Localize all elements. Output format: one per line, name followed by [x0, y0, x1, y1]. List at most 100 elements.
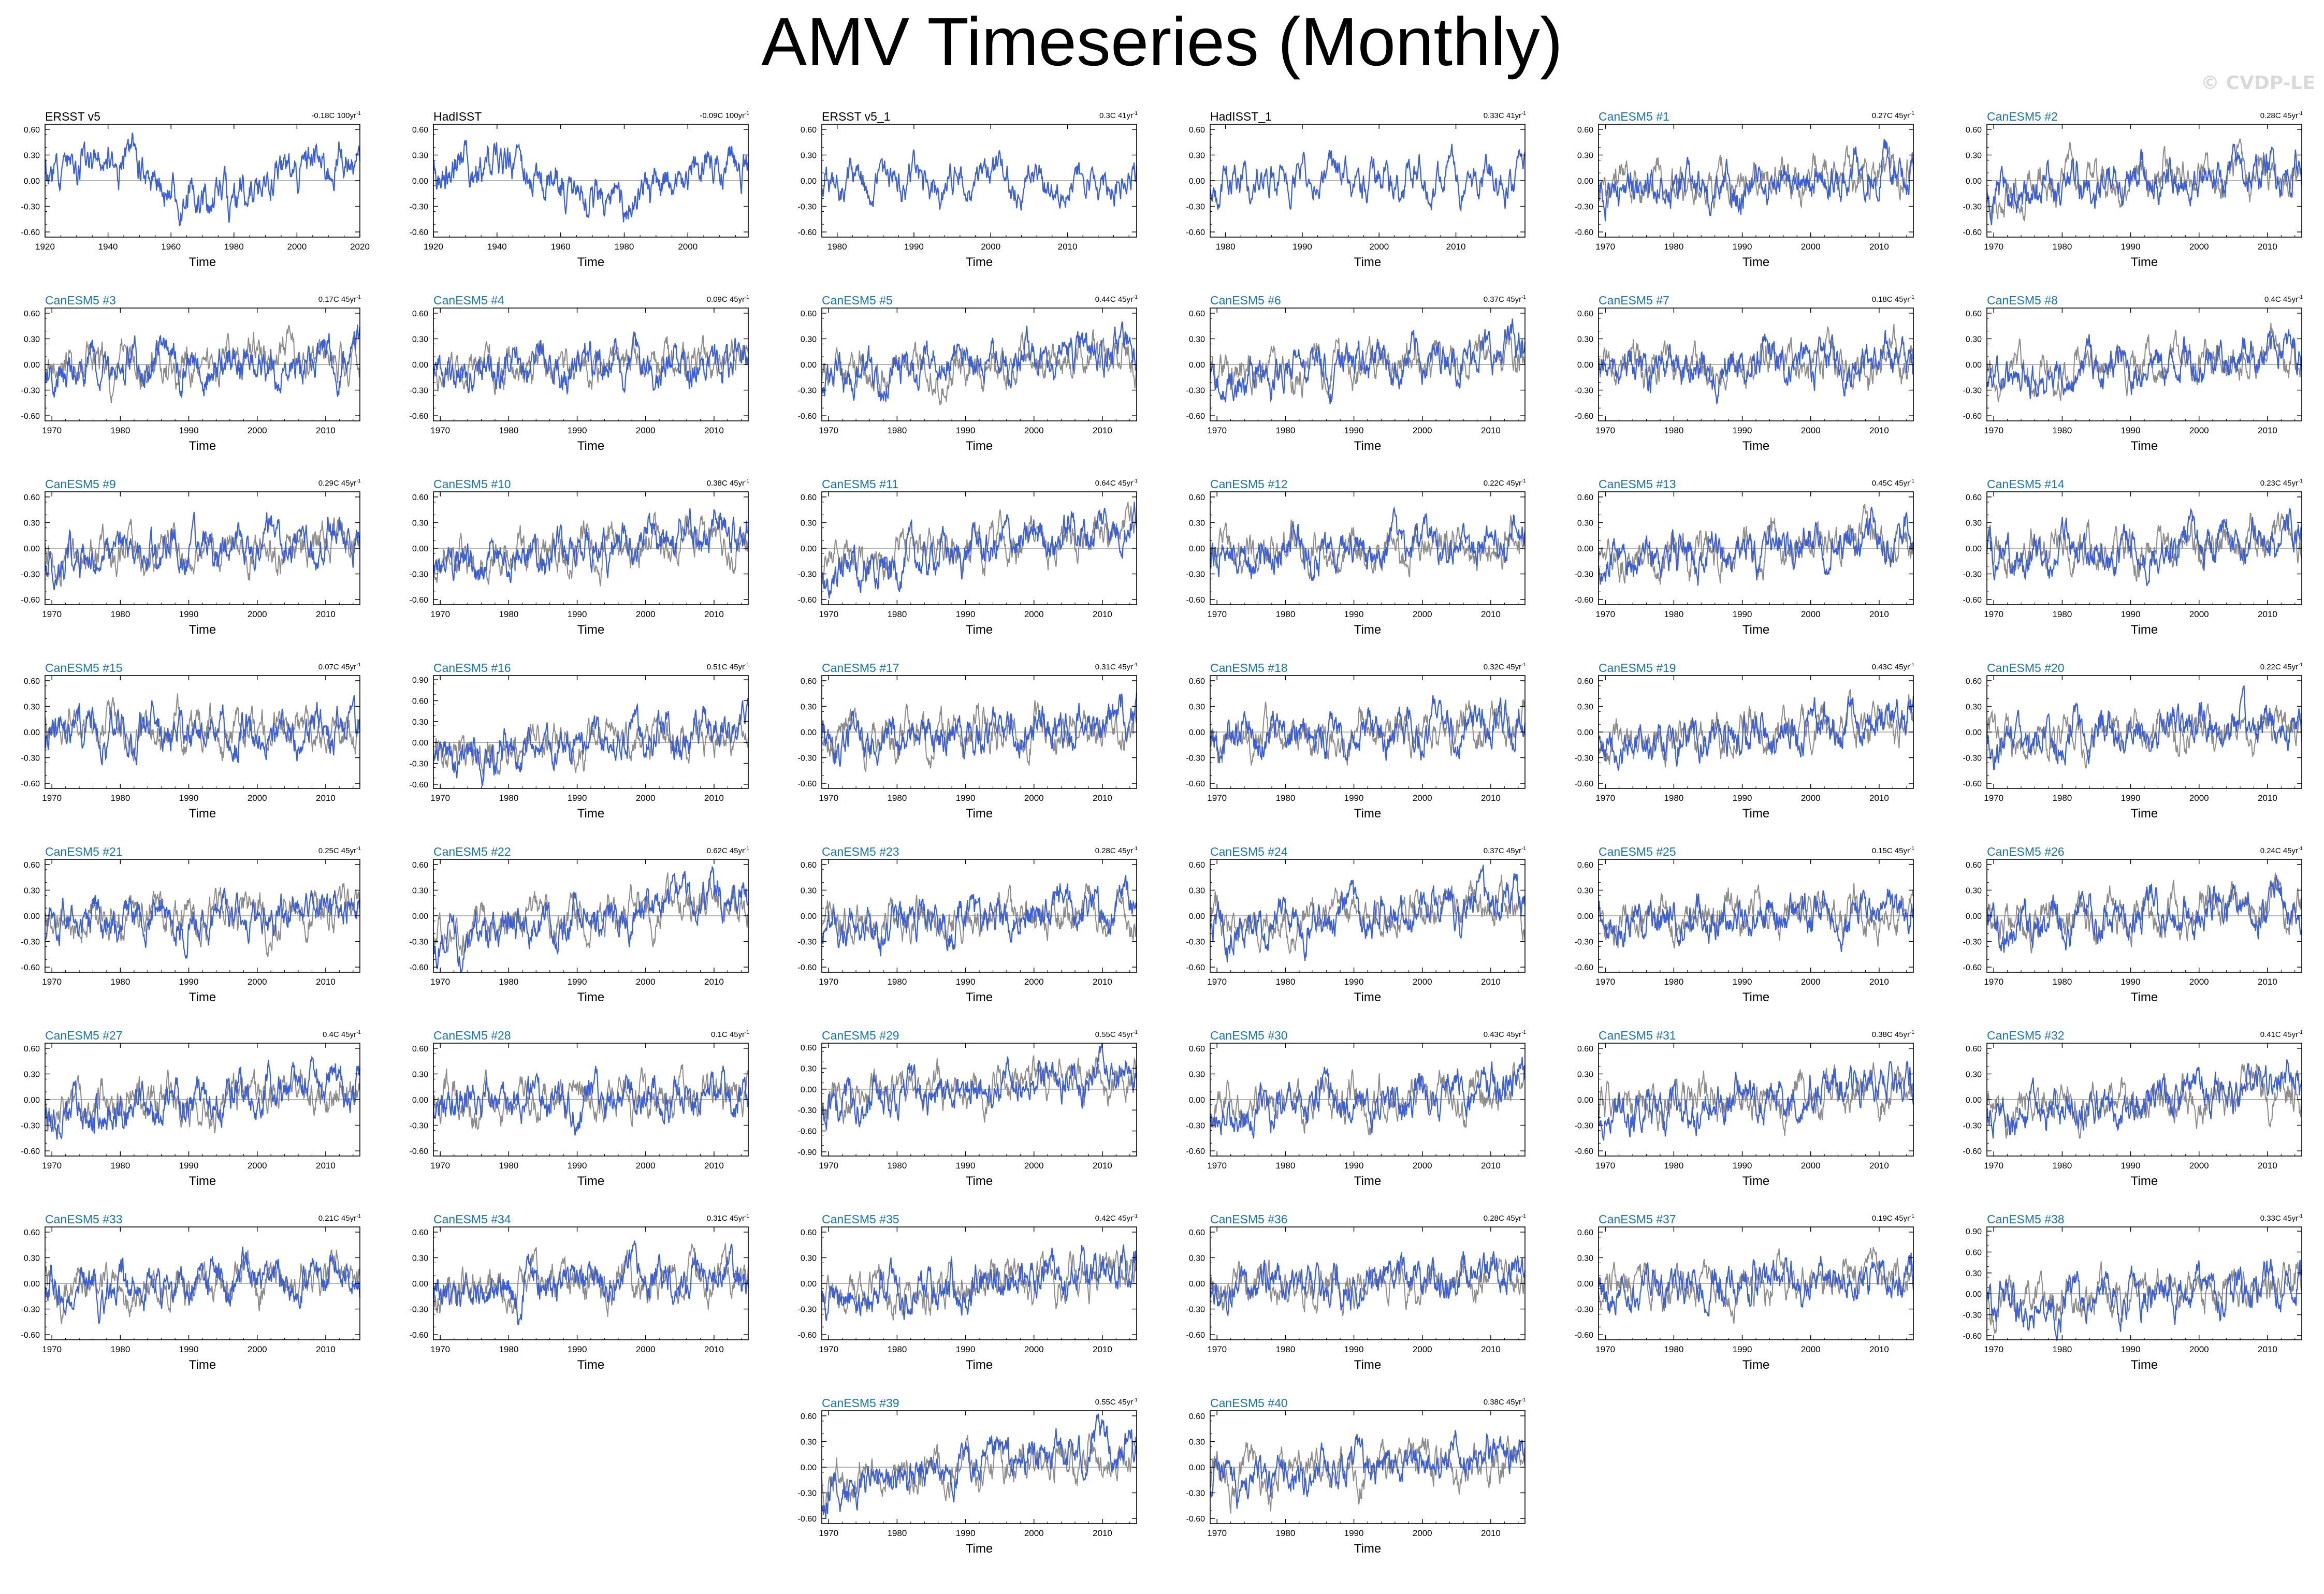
- trend-value: 0.37: [1483, 846, 1499, 855]
- trend-exponent: -1: [1521, 1030, 1526, 1035]
- x-tick-label: 2000: [636, 609, 656, 619]
- y-tick-label: 0.60: [412, 697, 428, 706]
- x-tick-label: 1980: [499, 977, 518, 987]
- y-tick-label: 0.00: [412, 177, 428, 186]
- trend-value: 0.33: [1483, 111, 1499, 120]
- trend-unit: C: [1110, 295, 1118, 304]
- x-tick-label: 1990: [179, 1161, 199, 1171]
- y-tick-label: -0.60: [21, 780, 40, 788]
- panel-plot: 1970 1980 1990 2000 2010 -0.60 -0.30 0.00 0.30 0.…: [410, 1043, 749, 1188]
- x-tick-label: 1990: [2121, 426, 2141, 435]
- panel-name: CanESM5 #4: [433, 294, 504, 307]
- x-tick-label: 2010: [1869, 242, 1889, 252]
- series-line-1: [432, 140, 749, 223]
- x-tick-label: 1980: [887, 1161, 907, 1171]
- x-tick-label: 2000: [1801, 426, 1821, 435]
- trend-exponent: -1: [1521, 295, 1526, 300]
- x-axis-title: Time: [577, 623, 604, 637]
- trend-value: 0.38: [1483, 1398, 1499, 1407]
- y-tick-label: 0.00: [801, 1086, 817, 1094]
- x-tick-label: 1970: [42, 1161, 62, 1171]
- x-axis-title: Time: [2131, 255, 2158, 269]
- x-tick-label: 2010: [1869, 793, 1889, 803]
- series-line-1: [1986, 323, 2302, 403]
- panel-plot: 1970 1980 1990 2000 2010 -0.60 -0.30 0.00 0.30 0.…: [1575, 859, 1914, 1004]
- x-tick-label: 1980: [110, 609, 130, 619]
- trend-exponent: -1: [1133, 478, 1138, 484]
- x-tick-label: 2010: [1446, 242, 1466, 252]
- trend-period: 45yr: [1117, 1030, 1134, 1039]
- series-line-1: [1598, 1247, 1914, 1324]
- x-axis-title: Time: [966, 623, 993, 637]
- y-tick-label: -0.60: [1575, 963, 1594, 972]
- trend-period: 45yr: [1894, 111, 1910, 120]
- x-tick-label: 1970: [819, 1161, 838, 1171]
- y-tick-label: 0.30: [801, 1254, 817, 1263]
- trend-value: 0.28: [2260, 111, 2275, 120]
- panel-trend: 0.45C 45yr-1: [1872, 478, 1914, 488]
- panel-plot: 1970 1980 1990 2000 2010 -0.60 -0.30 0.00 0.30 0.…: [410, 675, 749, 821]
- y-tick-label: 0.60: [801, 493, 817, 502]
- y-tick-label: 0.00: [801, 1464, 817, 1472]
- panel-trend: 0.17C 45yr-1: [318, 295, 361, 304]
- panel-name: CanESM5 #38: [1987, 1212, 2065, 1226]
- trend-exponent: -1: [745, 478, 749, 484]
- y-tick-label: 0.30: [412, 1070, 428, 1079]
- trend-period: 45yr: [1117, 1214, 1134, 1223]
- panel-43: CanESM5 #39 0.55C 45yr-1 1970 1980 1990 2000 2…: [779, 1395, 1142, 1566]
- y-tick-label: 0.00: [412, 912, 428, 921]
- trend-unit: C: [2275, 1030, 2283, 1039]
- trend-value: 0.37: [1483, 295, 1499, 304]
- series-line-2: [1209, 1057, 1526, 1139]
- trend-exponent: -1: [2298, 1213, 2303, 1219]
- trend-exponent: -1: [356, 846, 361, 852]
- y-tick-label: 0.00: [24, 912, 40, 921]
- panel-trend: 0.07C 45yr-1: [318, 662, 361, 671]
- x-tick-label: 1980: [1275, 1528, 1295, 1538]
- panel-name: CanESM5 #31: [1599, 1029, 1676, 1042]
- x-tick-label: 2010: [2258, 426, 2277, 435]
- panel-19: CanESM5 #15 0.07C 45yr-1 1970 1980 1990 2000 2…: [3, 660, 365, 831]
- x-tick-label: 1990: [1733, 1161, 1752, 1171]
- x-tick-label: 2000: [981, 242, 1000, 252]
- y-tick-label: 0.60: [1189, 677, 1205, 686]
- x-tick-label: 2010: [1481, 1528, 1501, 1538]
- y-tick-label: 0.60: [412, 310, 428, 318]
- y-tick-label: -0.60: [1186, 1515, 1205, 1524]
- x-tick-label: 1990: [1733, 609, 1752, 619]
- x-axis-title: Time: [577, 1358, 604, 1372]
- series-line-2: [821, 502, 1138, 599]
- panel-44: CanESM5 #40 0.38C 45yr-1 1970 1980 1990 2000 2…: [1168, 1395, 1530, 1566]
- trend-unit: C: [1498, 1030, 1506, 1039]
- panel-10: CanESM5 #6 0.37C 45yr-1 1970 1980 1990 2000 20…: [1168, 293, 1530, 463]
- x-tick-label: 1970: [42, 793, 62, 803]
- trend-unit: C: [1886, 1214, 1895, 1223]
- x-tick-label: 2010: [2258, 609, 2277, 619]
- panel-2: HadISST -0.09C 100yr-1 1920 1940 1960 1980 200…: [391, 109, 753, 280]
- trend-unit: C: [333, 846, 341, 855]
- y-tick-label: 0.00: [1189, 361, 1205, 370]
- x-axis-title: Time: [189, 255, 216, 269]
- panel-trend: 0.33C 41yr-1: [1484, 111, 1526, 120]
- trend-unit: C: [1110, 111, 1118, 120]
- trend-value: 0.38: [706, 479, 722, 488]
- panel-7: CanESM5 #3 0.17C 45yr-1 1970 1980 1990 2000 20…: [3, 293, 365, 463]
- y-tick-label: 0.00: [1966, 545, 1982, 553]
- trend-unit: C: [1886, 1030, 1895, 1039]
- trend-unit: C: [1886, 111, 1895, 120]
- series-line-2: [1986, 329, 2303, 399]
- trend-unit: C: [1498, 479, 1506, 488]
- x-tick-label: 1990: [956, 793, 976, 803]
- x-tick-label: 2010: [1481, 977, 1501, 987]
- x-tick-label: 1980: [1275, 609, 1295, 619]
- trend-period: 45yr: [341, 846, 357, 855]
- y-tick-label: 0.60: [801, 861, 817, 870]
- y-tick-label: 0.30: [1189, 1070, 1205, 1079]
- panel-24: CanESM5 #20 0.22C 45yr-1 1970 1980 1990 2000 2…: [1944, 660, 2307, 831]
- panel-trend: 0.42C 45yr-1: [1095, 1213, 1138, 1223]
- x-tick-label: 1980: [887, 609, 907, 619]
- series-line-2: [821, 692, 1138, 767]
- y-tick-label: 0.30: [1189, 151, 1205, 160]
- y-tick-label: 0.30: [24, 1070, 40, 1079]
- x-tick-label: 1980: [1275, 426, 1295, 435]
